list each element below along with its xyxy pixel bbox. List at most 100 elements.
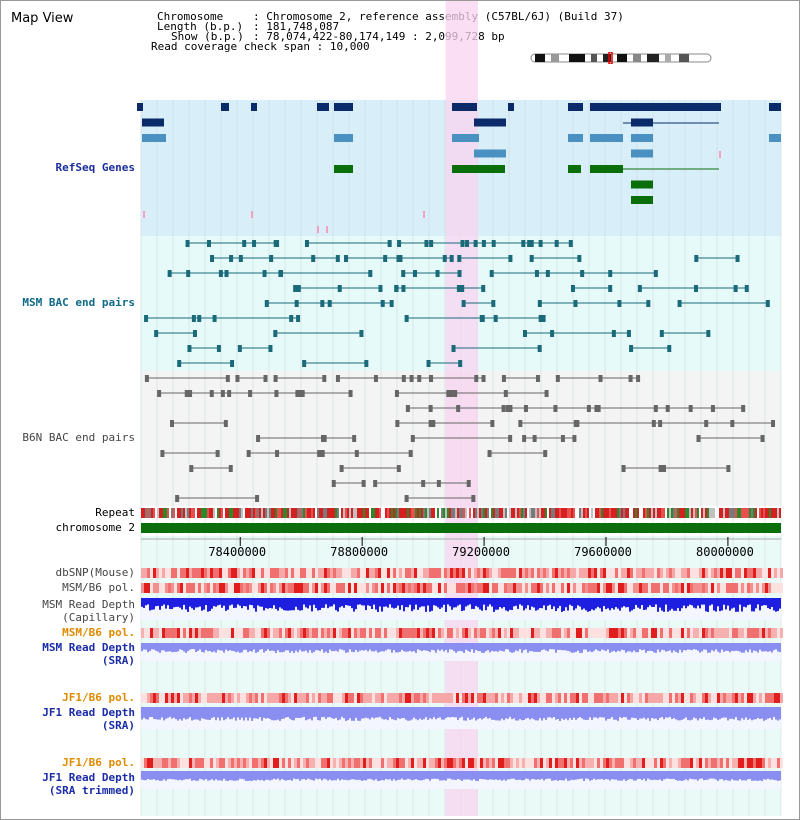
depth-bar — [211, 598, 213, 609]
pol-cell — [591, 568, 594, 578]
track-label-dbsnp[interactable]: dbSNP(Mouse) — [55, 566, 135, 579]
gene-feature[interactable] — [251, 103, 257, 111]
pol-cell — [708, 758, 711, 768]
gene-feature[interactable] — [317, 103, 329, 111]
chromosome-bar[interactable] — [141, 523, 781, 533]
pol-cell — [327, 628, 330, 638]
pol-cell — [444, 758, 447, 768]
pol-cell — [387, 583, 390, 593]
pol-cell — [576, 583, 579, 593]
depth-bar — [387, 598, 389, 608]
track-label-msm-b6-pol-sra[interactable]: MSM/B6 pol. — [62, 626, 135, 639]
pol-cell — [474, 758, 477, 768]
pol-cell — [171, 758, 174, 768]
depth-bar — [519, 771, 521, 780]
gene-feature[interactable] — [568, 103, 583, 111]
gene-feature[interactable] — [568, 134, 583, 142]
pol-cell — [258, 693, 261, 703]
pol-cell — [363, 583, 366, 593]
chromosome-ideogram[interactable] — [529, 52, 715, 64]
depth-bar — [673, 771, 675, 779]
repeat-block — [619, 508, 621, 518]
pol-cell — [573, 568, 576, 578]
depth-bar — [591, 707, 593, 720]
track-label-b6n-bac[interactable]: B6N BAC end pairs — [22, 431, 135, 444]
track-label-jf1-b6-pol-trimmed[interactable]: JF1/B6 pol. — [62, 756, 135, 769]
depth-bar — [331, 707, 333, 719]
gene-feature[interactable] — [769, 134, 781, 142]
gene-feature[interactable] — [631, 180, 653, 189]
gene-feature[interactable] — [142, 134, 166, 142]
depth-bar — [271, 707, 273, 721]
depth-bar — [419, 598, 421, 608]
gene-feature[interactable] — [334, 165, 353, 173]
repeat-block — [399, 508, 401, 518]
repeat-block — [321, 508, 323, 518]
pol-cell — [171, 693, 174, 703]
bac-end-marker — [144, 375, 149, 382]
depth-bar — [311, 771, 313, 781]
pol-cell — [771, 758, 774, 768]
gene-feature[interactable] — [568, 165, 581, 173]
gene-feature[interactable] — [142, 118, 164, 127]
track-label-jf1-depth-trimmed[interactable]: JF1 Read Depth — [42, 771, 135, 784]
gene-feature[interactable] — [769, 103, 781, 111]
gene-feature[interactable] — [221, 103, 229, 111]
gene-feature[interactable] — [137, 103, 143, 111]
pol-cell — [312, 568, 315, 578]
gene-feature[interactable] — [631, 134, 653, 142]
track-label-msm-bac[interactable]: MSM BAC end pairs — [22, 296, 135, 309]
depth-bar — [501, 643, 503, 651]
pol-cell — [669, 583, 672, 593]
depth-bar — [293, 771, 295, 779]
pol-cell — [669, 758, 672, 768]
pol-cell — [420, 628, 423, 638]
depth-bar — [553, 643, 555, 650]
gene-feature[interactable] — [452, 103, 477, 111]
pol-cell — [510, 568, 513, 578]
gene-feature[interactable] — [452, 165, 505, 173]
track-label-msm-depth-sra[interactable]: MSM Read Depth — [42, 641, 135, 654]
gene-feature[interactable] — [590, 134, 623, 142]
track-label-jf1-depth-sra[interactable]: JF1 Read Depth — [42, 706, 135, 719]
depth-bar — [373, 598, 375, 605]
depth-bar — [747, 598, 749, 606]
track-label-repeat[interactable]: Repeat — [95, 506, 135, 519]
track-label-refseq[interactable]: RefSeq Genes — [55, 161, 135, 174]
gene-feature[interactable] — [452, 134, 479, 142]
gene-feature[interactable] — [334, 134, 353, 142]
gene-feature[interactable] — [474, 118, 506, 127]
track-label-jf1-b6-pol[interactable]: JF1/B6 pol. — [62, 691, 135, 704]
repeat-block — [545, 508, 547, 518]
pol-cell — [228, 758, 231, 768]
pol-cell — [408, 568, 411, 578]
bac-end-marker — [296, 315, 301, 322]
depth-bar — [245, 598, 247, 607]
gene-feature[interactable] — [590, 165, 623, 173]
depth-bar — [425, 643, 427, 651]
gene-feature[interactable] — [631, 149, 653, 158]
bac-end-marker — [405, 405, 410, 412]
depth-bar — [261, 643, 263, 650]
track-label-chromosome[interactable]: chromosome 2 — [55, 521, 135, 534]
bac-end-marker — [568, 240, 573, 247]
gene-feature[interactable] — [590, 103, 721, 111]
gene-feature[interactable] — [474, 149, 506, 158]
gene-feature[interactable] — [631, 196, 653, 204]
depth-bar — [535, 598, 537, 611]
pol-cell — [333, 568, 336, 578]
depth-bar — [157, 707, 159, 720]
pol-cell — [231, 568, 234, 578]
pol-cell — [141, 568, 144, 578]
gene-feature[interactable] — [334, 103, 353, 111]
gene-feature[interactable] — [508, 103, 514, 111]
pol-cell — [555, 628, 558, 638]
depth-bar — [143, 771, 145, 781]
depth-bar — [313, 598, 315, 605]
track-label-msm-b6-pol[interactable]: MSM/B6 pol. — [62, 581, 135, 594]
depth-bar — [457, 598, 459, 606]
depth-bar — [215, 771, 217, 780]
pol-cell — [756, 628, 759, 638]
track-label-msm-depth-capillary[interactable]: MSM Read Depth — [42, 598, 135, 611]
